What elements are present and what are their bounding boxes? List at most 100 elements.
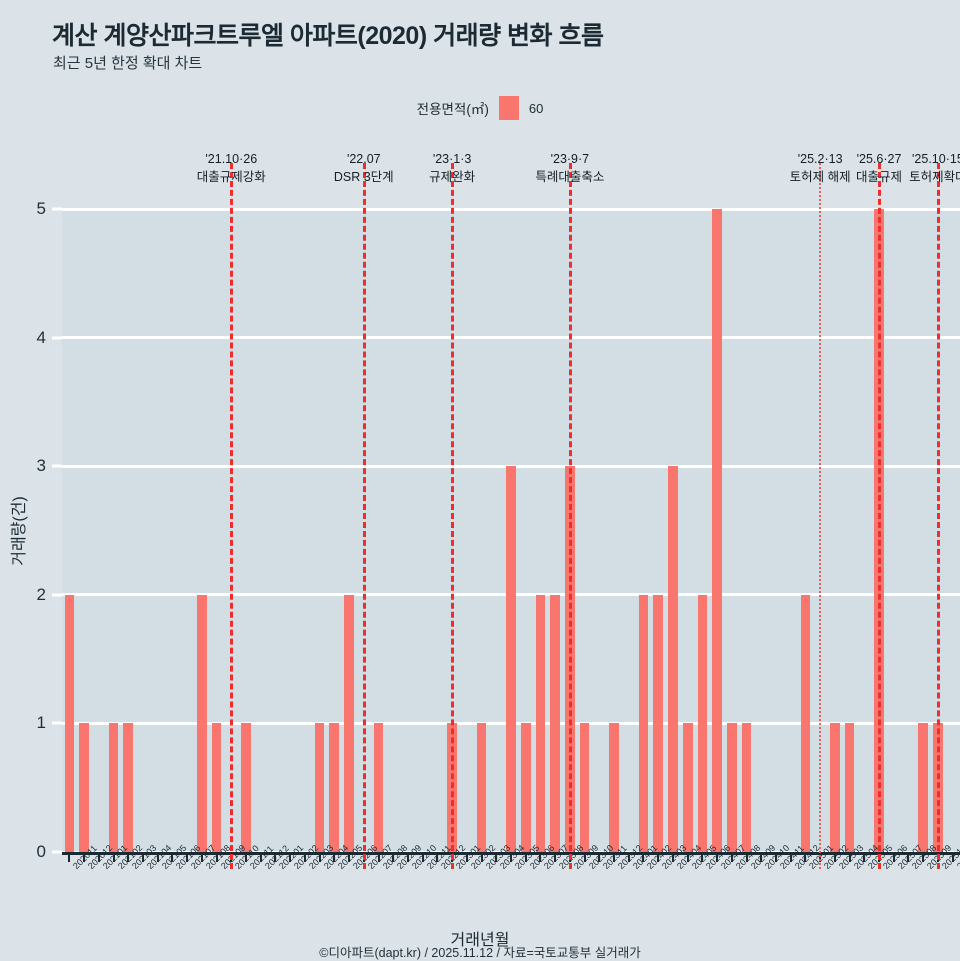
x-tick-mark: [686, 852, 689, 862]
page-title: 계산 계양산파크트루엘 아파트(2020) 거래량 변화 흐름: [52, 22, 604, 50]
y-tick-label: 2: [36, 584, 46, 604]
event-date: '22.07: [346, 152, 381, 166]
y-tick-label: 3: [36, 456, 46, 476]
y-axis-title: 거래량(건): [6, 209, 28, 852]
y-tick-mark: [52, 850, 62, 854]
x-tick-mark: [716, 852, 719, 862]
event-label-202207: '22.07 DSR 3단계: [334, 150, 394, 186]
plot-area: [62, 163, 960, 869]
x-tick-mark: [613, 852, 616, 862]
x-tick-mark: [774, 852, 777, 862]
event-label-202309: '23·9·7 특례대출축소: [535, 150, 604, 186]
event-annotations: '21.10·26 대출규제강화 '22.07 DSR 3단계 '23·1·3 규제완화 '…: [0, 150, 960, 206]
x-tick-mark: [701, 852, 704, 862]
x-tick-mark: [510, 852, 512, 862]
y-tick-mark: [52, 464, 62, 468]
bar[interactable]: [712, 209, 722, 852]
bar[interactable]: [241, 723, 251, 852]
x-tick-mark: [642, 852, 645, 862]
x-tick-mark: [200, 852, 203, 862]
x-tick-mark: [863, 852, 866, 862]
event-label-202510: '25.10·15 토허제확대: [909, 150, 960, 186]
bar[interactable]: [123, 723, 134, 852]
bar[interactable]: [550, 594, 560, 852]
x-tick-mark: [127, 852, 130, 862]
x-tick-mark: [289, 852, 292, 862]
bar[interactable]: [64, 594, 75, 852]
x-tick-mark: [730, 852, 733, 862]
bar[interactable]: [373, 723, 384, 852]
bar[interactable]: [726, 723, 737, 852]
event-line-202510: [936, 163, 940, 869]
y-tick-label: 0: [36, 842, 46, 861]
x-tick-mark: [583, 852, 586, 862]
bar[interactable]: [579, 723, 590, 852]
chart-subtitle: 최근 5년 한정 확대 차트: [53, 55, 203, 72]
legend: 전용면적(㎡) 60: [0, 96, 960, 120]
y-axis-title-label: 거래량(건): [11, 495, 29, 566]
bar[interactable]: [211, 723, 222, 852]
gridline: [62, 207, 960, 211]
event-line-202502: [819, 163, 822, 869]
bar[interactable]: [800, 594, 811, 852]
bar[interactable]: [108, 723, 119, 852]
bar[interactable]: [653, 594, 664, 852]
bar[interactable]: [506, 466, 516, 852]
gridline: [62, 336, 960, 340]
legend-label-60: 60: [528, 100, 544, 116]
bar[interactable]: [535, 594, 546, 852]
y-tick-mark: [52, 336, 62, 340]
bar[interactable]: [344, 594, 354, 852]
event-date: '21.10·26: [205, 152, 258, 166]
bar[interactable]: [79, 723, 89, 852]
event-date: '25.10·15: [912, 152, 960, 166]
event-date: '23·9·7: [550, 152, 590, 166]
x-tick-mark: [848, 852, 851, 862]
bar[interactable]: [329, 723, 340, 852]
x-tick-mark: [907, 852, 910, 862]
event-label-202301: '23·1·3 규제완화: [429, 150, 475, 186]
event-name: 대출규제강화: [196, 170, 266, 185]
x-tick-mark: [97, 852, 100, 862]
x-tick-mark: [245, 852, 248, 862]
legend-title: 전용면적(㎡): [416, 102, 489, 117]
x-tick-mark: [892, 852, 895, 862]
bar[interactable]: [609, 723, 619, 852]
x-tick-mark: [377, 852, 380, 862]
bar[interactable]: [476, 723, 487, 852]
x-tick-mark: [171, 852, 174, 862]
y-tick-mark: [52, 721, 62, 725]
x-tick-mark: [480, 852, 483, 862]
x-tick-mark: [495, 852, 498, 862]
bar[interactable]: [918, 723, 929, 852]
event-label-202502: '25.2·13 토허제 해제: [790, 150, 851, 186]
footer-credit: ©디아파트(dapt.kr) / 2025.11.12 / 자료=국토교통부 실…: [319, 946, 641, 960]
event-date: '25.2·13: [797, 152, 843, 166]
bar[interactable]: [638, 594, 649, 852]
bar[interactable]: [668, 466, 678, 852]
bar[interactable]: [682, 723, 693, 852]
legend-swatch-60: [498, 96, 519, 120]
x-tick-mark: [421, 852, 424, 862]
bar[interactable]: [741, 723, 752, 852]
x-tick-mark: [760, 852, 763, 862]
event-name: DSR 3단계: [333, 170, 394, 185]
x-tick-mark: [141, 852, 144, 862]
y-tick-label: 4: [36, 327, 46, 347]
x-tick-mark: [465, 852, 468, 862]
event-line-202506: [878, 163, 882, 869]
event-name: 토허제확대: [909, 170, 960, 185]
bar[interactable]: [830, 723, 840, 852]
x-tick-mark: [745, 852, 748, 862]
y-tick-mark: [52, 593, 62, 597]
x-tick-mark: [789, 852, 792, 862]
x-tick-mark: [833, 852, 836, 862]
gridline: [62, 464, 960, 468]
bar[interactable]: [520, 723, 531, 852]
bar[interactable]: [697, 594, 708, 852]
bar[interactable]: [314, 723, 325, 852]
x-tick-mark: [406, 852, 409, 862]
bar[interactable]: [844, 723, 855, 852]
x-tick-mark: [539, 852, 542, 862]
bar[interactable]: [196, 594, 207, 852]
